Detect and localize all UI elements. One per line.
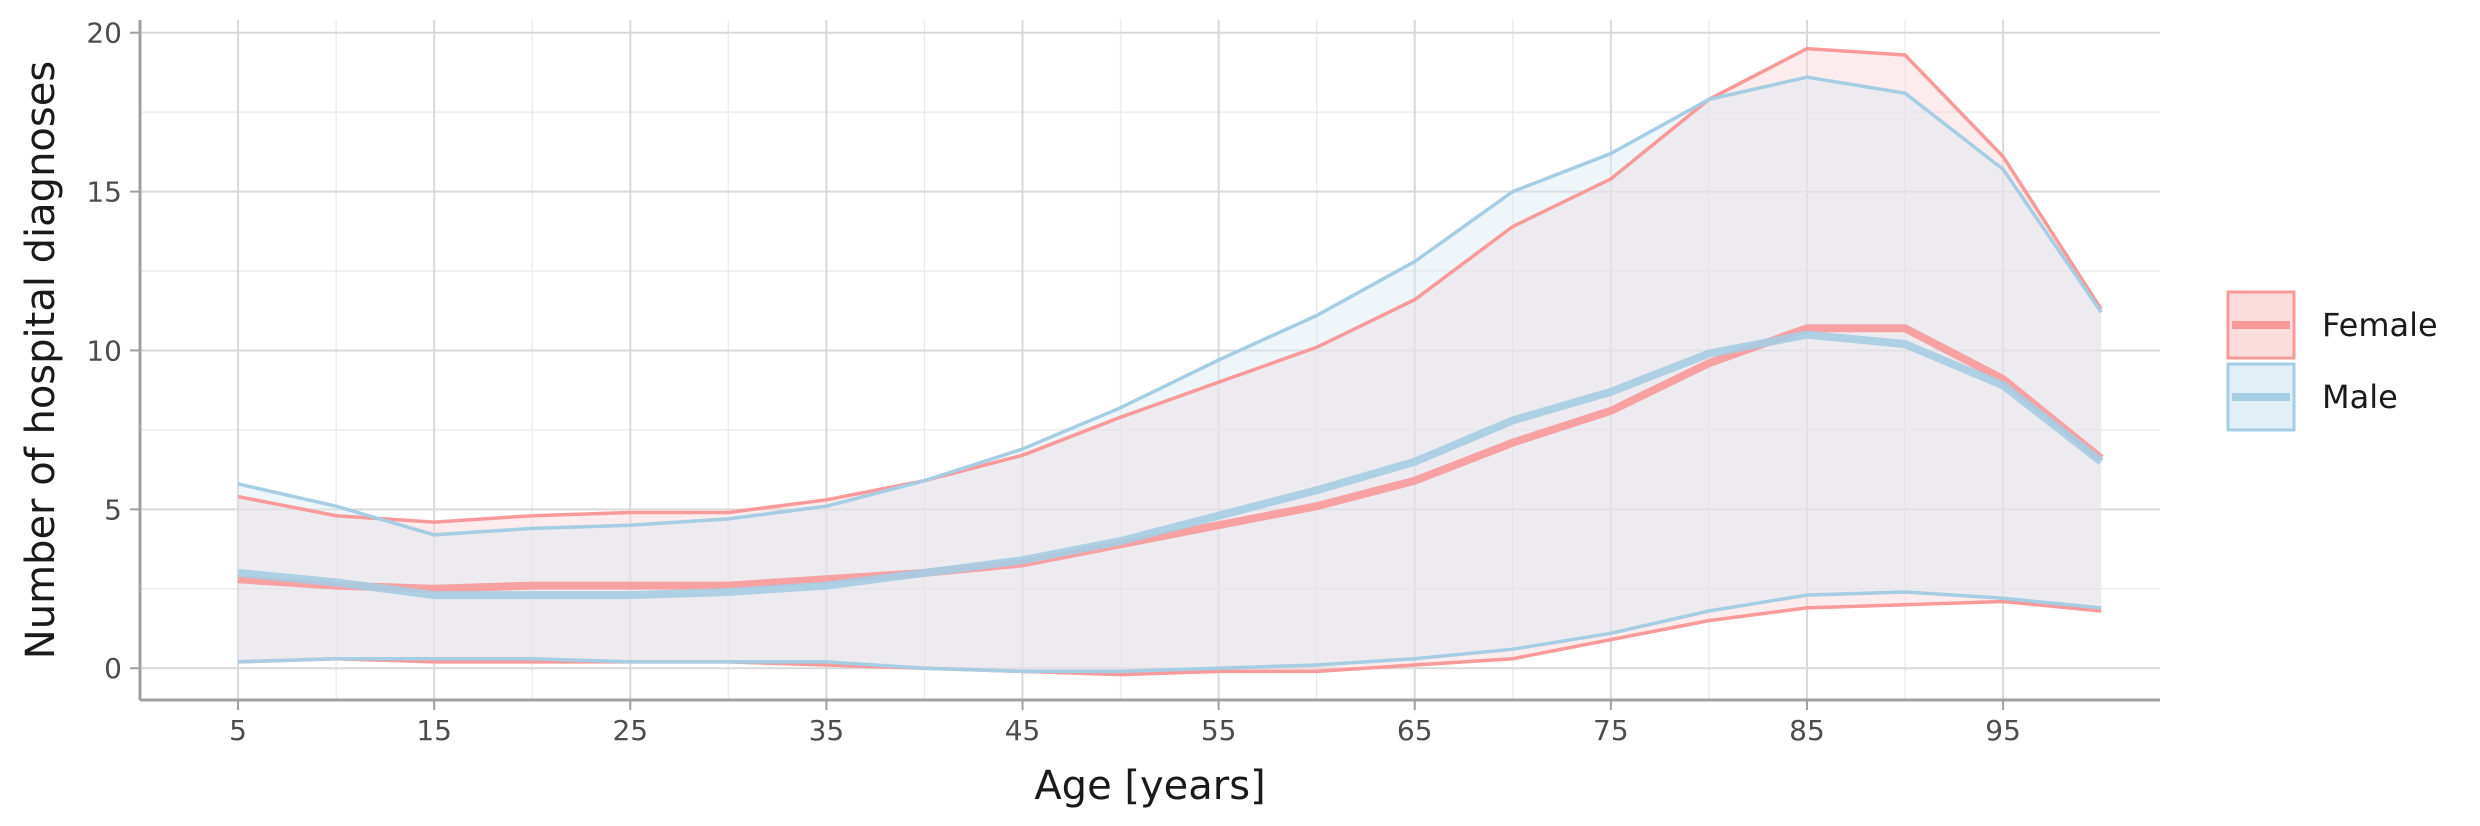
ribbon-male — [238, 77, 2102, 672]
axes — [138, 20, 2160, 702]
x-tick-label: 55 — [1201, 714, 1237, 747]
x-tick-label: 75 — [1593, 714, 1629, 747]
legend-item-male: Male — [2226, 362, 2398, 432]
y-ticks: 0 5 10 15 20 — [86, 17, 140, 685]
lower-line-female — [238, 599, 2102, 677]
upper-line-male — [237, 75, 2103, 537]
x-tick-label: 35 — [809, 714, 845, 747]
x-axis-title: Age [years] — [1034, 763, 1265, 809]
series-lines — [237, 46, 2104, 677]
y-axis-title: Number of hospital diagnoses — [18, 61, 64, 659]
y-tick-label: 5 — [104, 493, 122, 526]
y-tick-label: 15 — [86, 176, 122, 209]
x-tick-label: 45 — [1005, 714, 1041, 747]
grid-major — [140, 20, 2160, 700]
x-ticks: 5 15 25 35 45 55 65 75 85 95 — [229, 700, 2021, 747]
y-tick-label: 20 — [86, 17, 122, 50]
upper-line-female — [237, 46, 2103, 524]
x-tick-label: 15 — [416, 714, 452, 747]
x-tick-label: 65 — [1397, 714, 1433, 747]
legend-label-male: Male — [2322, 378, 2398, 416]
ribbons — [238, 48, 2102, 675]
legend-item-female: Female — [2226, 290, 2438, 360]
grid-minor — [140, 20, 2160, 700]
x-tick-label: 85 — [1789, 714, 1825, 747]
y-tick-label: 0 — [104, 652, 122, 685]
lower-line-male — [238, 590, 2102, 674]
legend: Female Male — [2226, 290, 2438, 432]
mean-line-male — [237, 330, 2104, 600]
x-tick-label: 25 — [612, 714, 648, 747]
ribbon-female — [238, 48, 2102, 675]
legend-label-female: Female — [2322, 306, 2438, 344]
y-tick-label: 10 — [86, 334, 122, 367]
x-tick-label: 95 — [1985, 714, 2021, 747]
x-tick-label: 5 — [229, 714, 247, 747]
